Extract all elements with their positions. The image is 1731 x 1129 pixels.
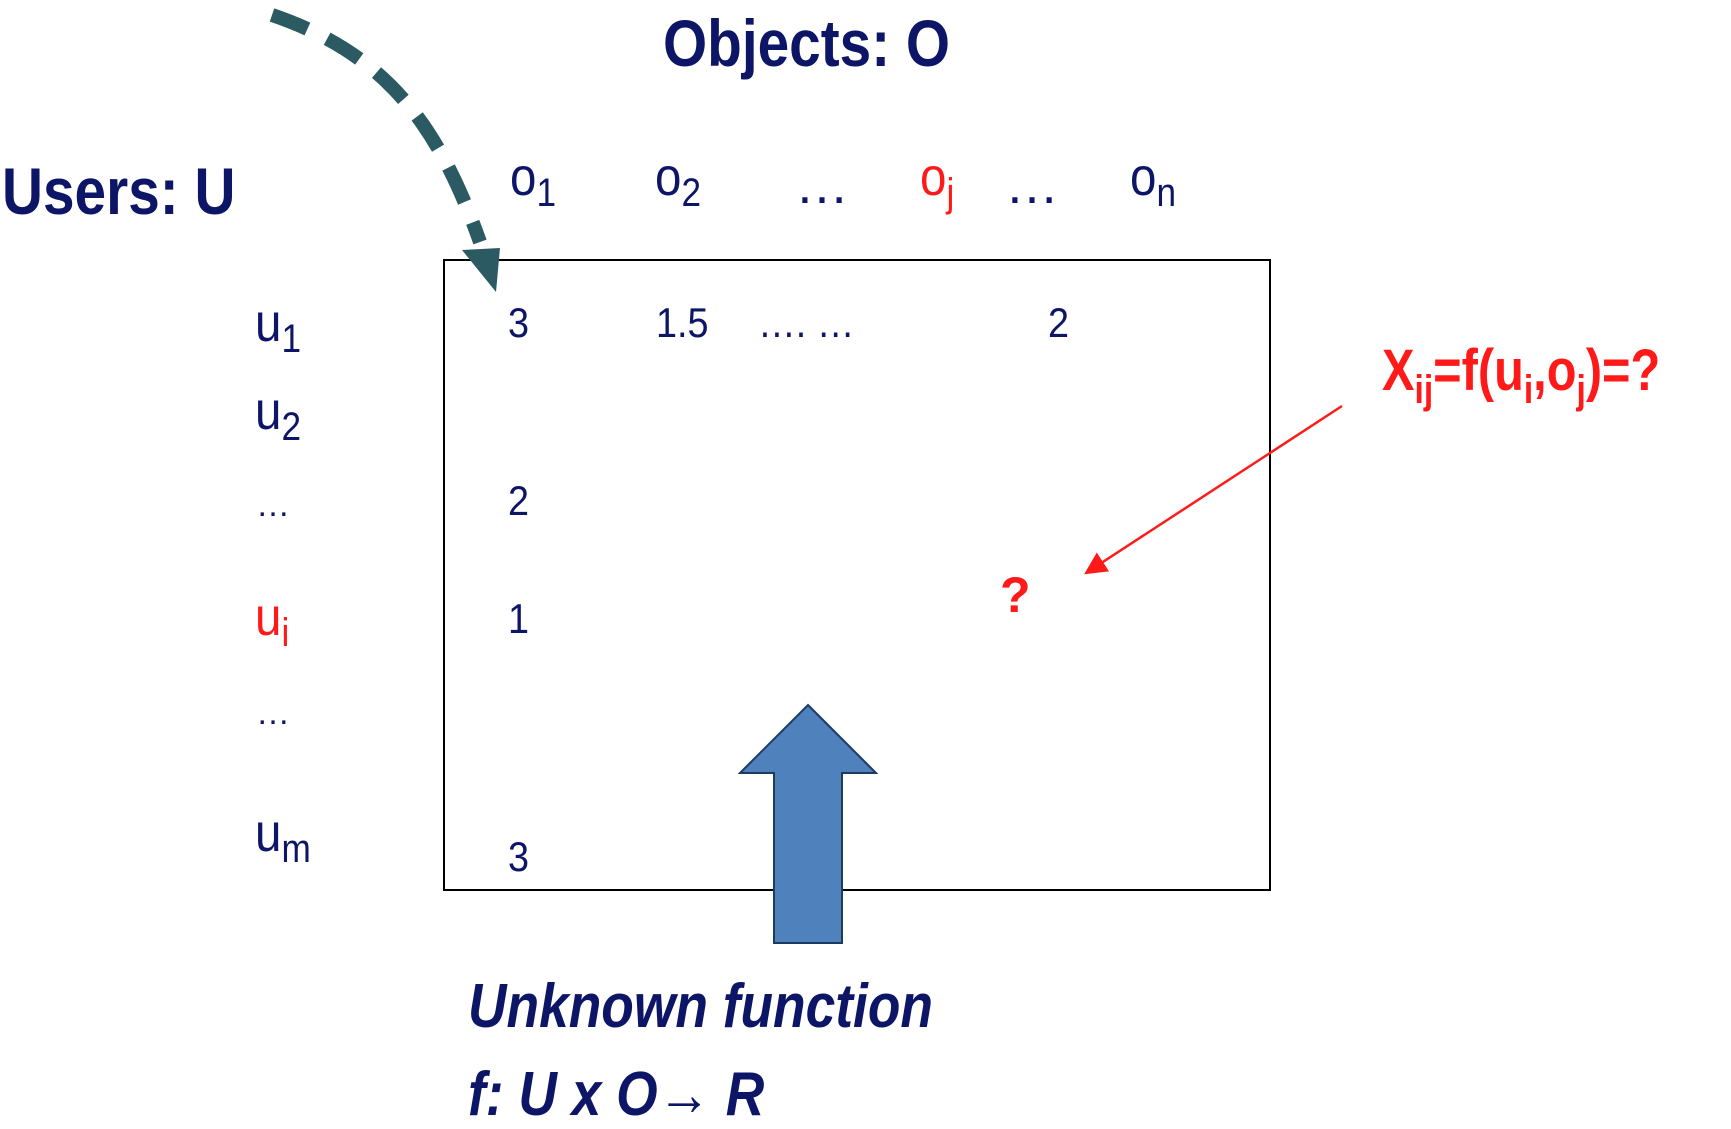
row-ellipsis-a: … xyxy=(256,486,290,524)
cell-u1-on: 2 xyxy=(1048,299,1070,346)
cell-um-o1: 3 xyxy=(508,833,530,880)
up-arrow xyxy=(737,703,879,944)
curved-dashed-arrow xyxy=(269,8,487,245)
column-ellipsis-a: … xyxy=(795,155,851,215)
row-ellipsis-b: … xyxy=(256,694,290,732)
cell-row3-o1: 2 xyxy=(508,477,530,524)
cell-ui-o1: 1 xyxy=(508,595,530,642)
column-label-oj: oj xyxy=(920,147,955,216)
red-pointer-arrow xyxy=(1084,404,1343,575)
matrix-box xyxy=(443,259,1271,891)
caption-line-1: Unknown function xyxy=(468,972,933,1041)
rating-formula: Xij=f(ui,oj)=? xyxy=(1382,338,1661,412)
cell-u1-o2: 1.5 xyxy=(656,299,709,346)
unknown-cell-question-mark: ? xyxy=(1000,567,1031,623)
column-label-o1: o1 xyxy=(510,147,557,216)
row-label-ui: ui xyxy=(255,587,290,656)
row-label-um: um xyxy=(255,803,311,872)
column-ellipsis-b: … xyxy=(1005,155,1061,215)
curved-arrow-head xyxy=(462,248,500,292)
cell-u1-ellipsis: …. … xyxy=(758,299,855,346)
column-label-on: on xyxy=(1130,147,1177,216)
column-label-o2: o2 xyxy=(655,147,702,216)
objects-heading: Objects: O xyxy=(663,6,951,80)
caption-line-2: f: U x O→ R xyxy=(468,1060,765,1129)
cell-u1-o1: 3 xyxy=(508,299,530,346)
row-label-u1: u1 xyxy=(255,293,302,362)
row-label-u2: u2 xyxy=(255,381,302,450)
users-heading: Users: U xyxy=(2,154,236,228)
